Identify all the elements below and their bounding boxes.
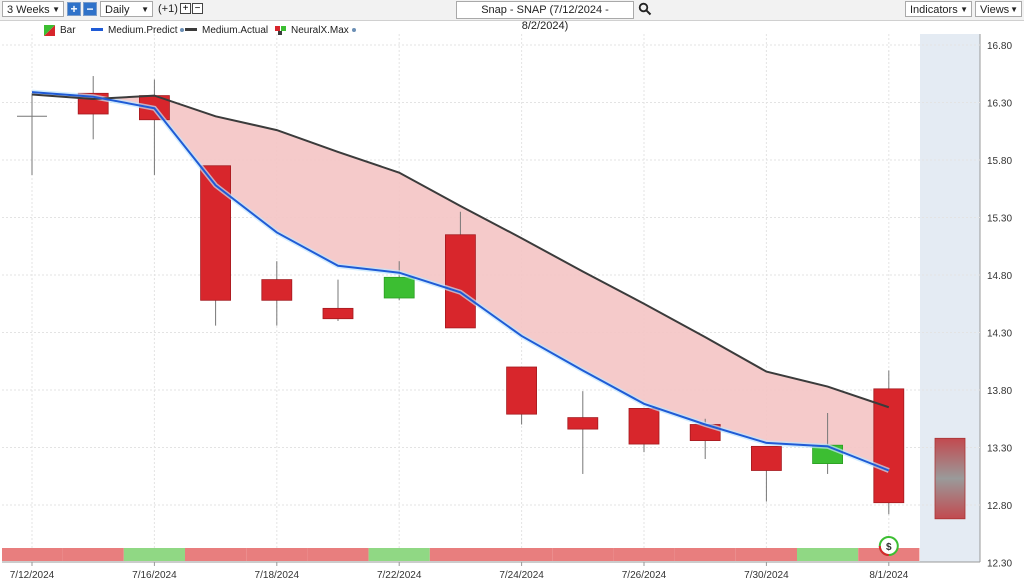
y-tick-label: 13.80 — [987, 386, 1012, 397]
offset-label: (+1) — [158, 3, 178, 15]
y-tick-label: 15.30 — [987, 214, 1012, 225]
chevron-down-icon: ▼ — [52, 5, 60, 14]
signal-strip-cell — [491, 548, 553, 561]
legend-item-medium-actual[interactable]: Medium.Actual — [185, 24, 268, 38]
line-swatch-icon — [91, 28, 103, 32]
x-tick-label: 7/30/2024 — [744, 570, 789, 581]
views-label: Views — [980, 4, 1010, 16]
y-tick-label: 14.80 — [987, 271, 1012, 282]
x-tick-label: 7/26/2024 — [622, 570, 667, 581]
signal-strip-cell — [307, 548, 369, 561]
search-icon[interactable] — [638, 2, 652, 16]
signal-strip-cell — [185, 548, 247, 561]
y-tick-label: 13.30 — [987, 444, 1012, 455]
x-tick-label: 8/1/2024 — [869, 570, 908, 581]
candle-body — [567, 417, 599, 430]
y-tick-label: 16.80 — [987, 41, 1012, 52]
y-tick-label: 16.30 — [987, 99, 1012, 110]
range-select[interactable]: 3 Weeks ▼ — [2, 1, 64, 17]
legend-label-neuralx-max: NeuralX.Max — [291, 25, 349, 36]
chevron-down-icon: ▼ — [141, 5, 149, 14]
legend-label-medium-predict: Medium.Predict — [108, 25, 178, 36]
candle-body — [261, 279, 293, 301]
signal-strip-cell — [246, 548, 308, 561]
bar-swatch-icon — [44, 24, 55, 36]
legend-item-bar[interactable]: Bar — [44, 24, 76, 38]
legend-label-bar: Bar — [60, 25, 76, 36]
signal-strip-cell — [735, 548, 797, 561]
legend-label-medium-actual: Medium.Actual — [202, 25, 269, 36]
signal-strip-cell — [2, 548, 63, 561]
chart-title: Snap - SNAP (7/12/2024 - 8/2/2024) — [456, 1, 634, 32]
predict-line — [31, 91, 890, 472]
signal-strip-cell — [797, 548, 859, 561]
candle-body — [444, 234, 476, 329]
range-select-label: 3 Weeks — [7, 4, 50, 16]
signal-strip-cell — [429, 548, 491, 561]
candle-body — [628, 407, 660, 445]
candle-body — [383, 276, 415, 299]
zoom-in-button[interactable]: + — [67, 2, 81, 16]
legend-item-neuralx-max[interactable]: NeuralX.Max — [275, 24, 356, 38]
candle-body — [322, 307, 354, 320]
x-tick-label: 7/16/2024 — [132, 570, 177, 581]
indicators-label: Indicators — [910, 4, 958, 16]
x-tick-label: 7/12/2024 — [10, 570, 55, 581]
signal-marker-ring — [878, 545, 889, 556]
offset-minus-button[interactable]: − — [192, 3, 203, 14]
candle-body — [506, 366, 538, 415]
signal-marker-glyph: $ — [886, 542, 892, 553]
zoom-out-button[interactable]: − — [83, 2, 97, 16]
y-tick-label: 14.30 — [987, 329, 1012, 340]
toolbar: 3 Weeks ▼ + − Daily ▼ (+1) + − Snap - SN… — [0, 0, 1024, 32]
signal-strip-cell — [674, 548, 736, 561]
candle-body — [873, 388, 905, 504]
views-button[interactable]: Views ▼ — [975, 1, 1022, 17]
interval-select-label: Daily — [105, 4, 130, 16]
settings-dot-icon[interactable] — [180, 28, 185, 33]
chevron-down-icon: ▼ — [1010, 5, 1018, 14]
x-tick-label: 7/22/2024 — [377, 570, 422, 581]
offset-plus-button[interactable]: + — [180, 3, 191, 14]
y-tick-label: 12.80 — [987, 501, 1012, 512]
settings-dot-icon[interactable] — [351, 28, 356, 33]
y-tick-label: 15.80 — [987, 156, 1012, 167]
interval-select[interactable]: Daily ▼ — [100, 1, 153, 17]
signal-strip-cell — [123, 548, 185, 561]
chevron-down-icon: ▼ — [960, 5, 968, 14]
signal-strip-cell — [552, 548, 614, 561]
x-tick-label: 7/18/2024 — [255, 570, 300, 581]
signal-strip-cell — [368, 548, 430, 561]
actual-line — [31, 93, 890, 409]
forecast-bar — [934, 437, 966, 520]
candle-body — [751, 445, 782, 471]
line-swatch-icon — [185, 28, 197, 32]
y-tick-label: 12.30 — [987, 559, 1012, 570]
neuralx-swatch-icon — [275, 25, 286, 35]
indicators-button[interactable]: Indicators ▼ — [905, 1, 972, 17]
signal-strip-cell — [613, 548, 675, 561]
signal-strip-cell — [62, 548, 124, 561]
x-tick-label: 7/24/2024 — [499, 570, 544, 581]
legend-item-medium-predict[interactable]: Medium.Predict — [91, 24, 185, 38]
